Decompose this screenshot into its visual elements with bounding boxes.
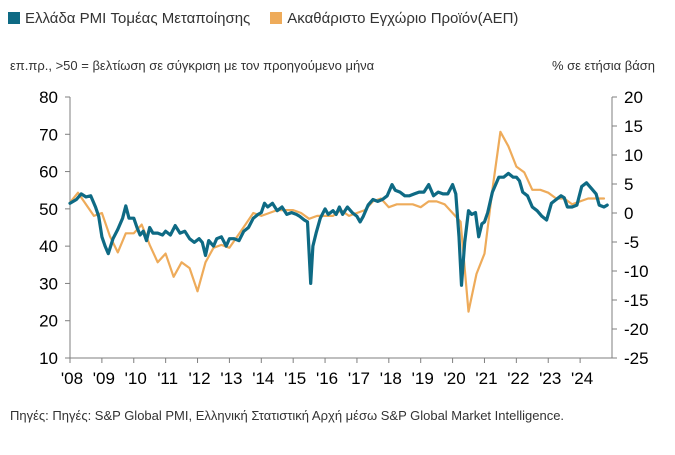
x-tick-label: '17 [348,369,370,388]
y-right-tick-label: -25 [624,349,649,368]
y-left-tick-label: 20 [39,312,58,331]
x-tick-label: '15 [284,369,306,388]
y-right-tick-label: -15 [624,291,649,310]
legend-item-gdp[interactable]: Ακαθάριστο Εγχώριο Προϊόν(ΑΕΠ) [270,10,518,27]
y-right-tick-label: 5 [624,175,633,194]
series-line-gdp [68,130,606,313]
y-left-tick-label: 10 [39,349,58,368]
y-right-tick-label: -5 [624,233,639,252]
legend: Ελλάδα PMI Τομέας Μεταποίησης Ακαθάριστο… [8,8,538,28]
y-left-tick-label: 50 [39,200,58,219]
x-tick-label: '14 [252,369,274,388]
y-left-tick-label: 40 [39,237,58,256]
y-right-tick-label: 20 [624,88,643,107]
y-right-tick-label: 0 [624,204,633,223]
y-left-tick-label: 70 [39,125,58,144]
left-axis-note: επ.πρ., >50 = βελτίωση σε σύγκριση με το… [10,58,375,73]
x-tick-label: '24 [571,369,593,388]
y-left-tick-label: 80 [39,88,58,107]
x-tick-label: '11 [157,369,178,388]
x-tick-label: '18 [380,369,402,388]
x-tick-label: '10 [125,369,147,388]
x-tick-label: '13 [220,369,242,388]
y-right-tick-label: 15 [624,117,643,136]
y-left-tick-label: 60 [39,163,58,182]
x-tick-label: '12 [188,369,210,388]
y-right-tick-label: -10 [624,262,649,281]
legend-label-pmi: Ελλάδα PMI Τομέας Μεταποίησης [25,9,251,27]
right-axis-note: % σε ετήσια βάση [551,58,655,73]
y-right-tick-label: 10 [624,146,643,165]
legend-label-gdp: Ακαθάριστο Εγχώριο Προϊόν(ΑΕΠ) [287,9,519,27]
x-tick-label: '22 [507,369,529,388]
x-tick-label: '16 [316,369,338,388]
x-tick-label: '08 [61,369,83,388]
source-note: Πηγές: Πηγές: S&P Global PMI, Ελληνική Σ… [10,408,565,423]
y-left-tick-label: 30 [39,274,58,293]
x-tick-label: '19 [412,369,434,388]
x-tick-label: '20 [444,369,466,388]
x-tick-label: '23 [539,369,561,388]
legend-swatch-pmi [8,12,20,24]
x-tick-label: '21 [475,369,497,388]
x-tick-label: '09 [93,369,115,388]
legend-swatch-gdp [270,12,283,24]
legend-item-pmi[interactable]: Ελλάδα PMI Τομέας Μεταποίησης [8,10,250,27]
series-line-pmi [68,171,609,287]
y-right-tick-label: -20 [624,320,649,339]
